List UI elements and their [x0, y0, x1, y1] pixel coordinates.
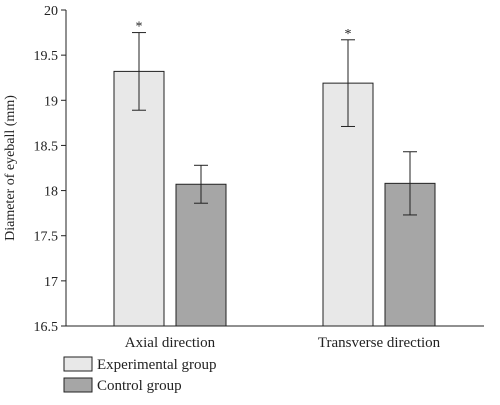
- significance-marker: *: [136, 20, 143, 35]
- y-ticks: 16.5 17 17.5 18 18.5 19 19.5 20: [34, 4, 66, 335]
- x-tick-label: Transverse direction: [318, 335, 441, 351]
- bars: * *: [113, 20, 436, 327]
- legend-label: Control group: [97, 378, 182, 394]
- significance-marker: *: [345, 27, 352, 42]
- x-tick-labels: Axial direction Transverse direction: [125, 335, 441, 351]
- y-tick-label: 20: [44, 4, 58, 19]
- y-tick-label: 18: [44, 185, 58, 200]
- legend-label: Experimental group: [97, 357, 217, 373]
- y-tick-label: 16.5: [34, 320, 59, 335]
- bar: [175, 183, 227, 327]
- legend-swatch: [63, 377, 93, 393]
- y-tick-label: 18.5: [34, 139, 59, 154]
- y-tick-label: 19: [44, 94, 58, 109]
- legend: Experimental group Control group: [63, 356, 217, 394]
- y-tick-label: 19.5: [34, 49, 59, 64]
- legend-swatch: [63, 356, 93, 372]
- y-axis-label: Diameter of eyeball (mm): [3, 95, 18, 241]
- y-tick-label: 17.5: [34, 230, 59, 245]
- y-tick-label: 17: [44, 275, 58, 290]
- x-tick-label: Axial direction: [125, 335, 216, 351]
